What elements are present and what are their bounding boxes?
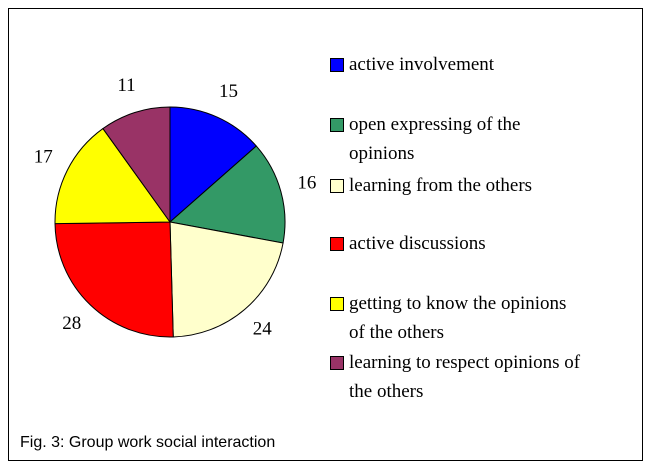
data-label: 17 bbox=[34, 146, 53, 167]
legend-label: open expressing of the opinions bbox=[349, 114, 521, 164]
legend-item: getting to know the opinions of the othe… bbox=[330, 289, 569, 347]
legend-label: active involvement bbox=[349, 54, 495, 75]
legend-label: getting to know the opinions of the othe… bbox=[349, 293, 567, 343]
data-label: 15 bbox=[219, 81, 238, 102]
legend-label: learning from the others bbox=[349, 175, 533, 196]
legend-item: active discussions bbox=[330, 229, 629, 258]
legend-label: active discussions bbox=[349, 233, 486, 254]
pie-slice bbox=[102, 106, 171, 224]
legend-swatch bbox=[330, 118, 344, 132]
legend-label: learning to respect opinions of the othe… bbox=[349, 352, 581, 402]
caption: Fig. 3: Group work social interaction bbox=[20, 434, 275, 451]
frame bbox=[8, 8, 643, 461]
legend-swatch bbox=[330, 237, 344, 251]
data-label: 24 bbox=[253, 318, 273, 339]
legend-swatch bbox=[330, 297, 344, 311]
pie-slice bbox=[54, 127, 171, 225]
legend-swatch bbox=[330, 179, 344, 193]
data-label: 28 bbox=[62, 313, 81, 334]
pie-slice bbox=[54, 221, 174, 338]
legend-item: learning from the others bbox=[330, 171, 629, 200]
data-label: 16 bbox=[297, 173, 316, 194]
data-label: 11 bbox=[117, 75, 135, 96]
legend-item: active involvement bbox=[330, 50, 629, 79]
pie-slice bbox=[169, 221, 284, 338]
legend-item: open expressing of the opinions bbox=[330, 110, 579, 168]
legend-swatch bbox=[330, 356, 344, 370]
pie-slice bbox=[169, 106, 258, 224]
legend-item: learning to respect opinions of the othe… bbox=[330, 348, 589, 406]
pie-slice bbox=[168, 145, 286, 244]
legend-swatch bbox=[330, 58, 344, 72]
